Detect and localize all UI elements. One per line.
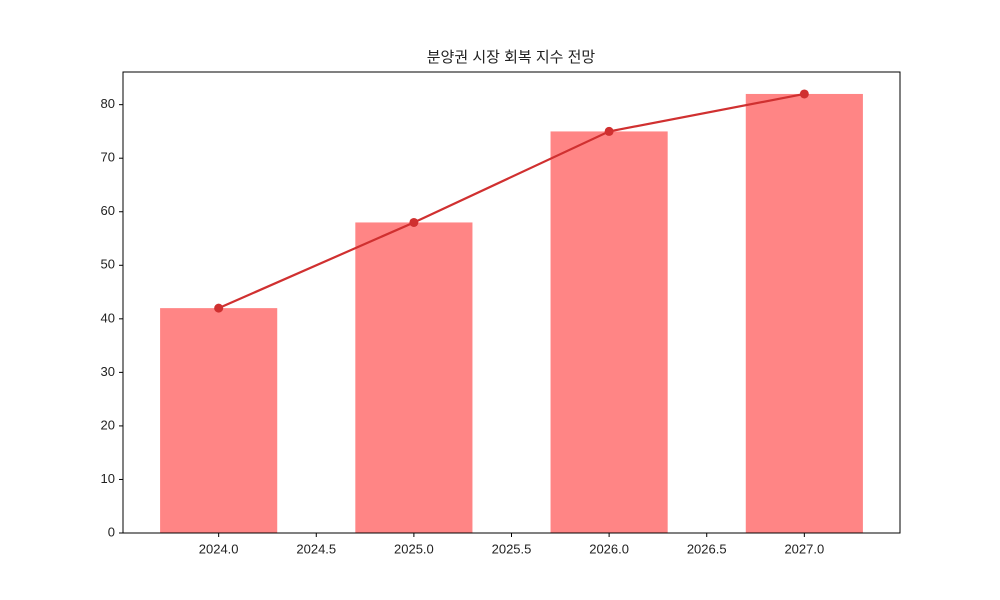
y-tick-label: 50 [101, 257, 115, 272]
x-tick-label: 2025.0 [394, 541, 434, 556]
x-tick-label: 2027.0 [784, 541, 824, 556]
line [218, 92, 805, 310]
y-tick-label: 40 [101, 310, 115, 325]
x-tick-label: 2024.0 [199, 541, 239, 556]
x-tick-label: 2024.5 [296, 541, 336, 556]
bar [745, 93, 863, 533]
y-tick-label: 10 [101, 471, 115, 486]
x-tick-label: 2026.5 [687, 541, 727, 556]
y-tick-label: 70 [101, 150, 115, 165]
bar [160, 308, 278, 533]
y-tick-label: 80 [101, 96, 115, 111]
marker [604, 126, 614, 136]
chart-title: 분양권 시장 회복 지수 전망 [427, 49, 596, 66]
bar [550, 131, 668, 533]
plot-frame [122, 71, 901, 534]
marker [409, 217, 419, 227]
x-tick-label: 2026.0 [589, 541, 629, 556]
bar [355, 222, 473, 534]
y-tick-label: 20 [101, 417, 115, 432]
x-tick-label: 2025.5 [492, 541, 532, 556]
y-tick-label: 0 [108, 524, 115, 539]
marker [799, 89, 809, 99]
y-tick-label: 30 [101, 364, 115, 379]
y-tick-label: 60 [101, 203, 115, 218]
marker [214, 303, 224, 313]
